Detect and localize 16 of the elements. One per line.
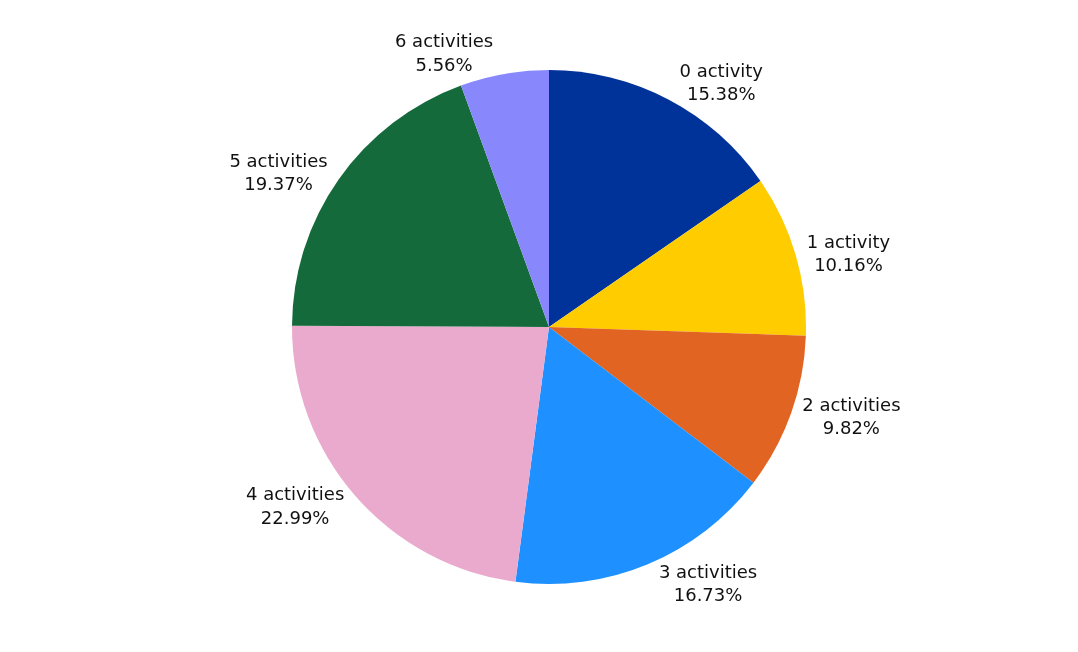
slice-label: 0 activity	[679, 59, 764, 81]
pie-slice	[549, 180, 806, 336]
data-label: 19.37%	[244, 172, 313, 194]
data-label: 9.82%	[822, 416, 880, 438]
slice-label: 5 activities	[229, 149, 328, 171]
data-label: 5.56%	[415, 53, 473, 75]
slice-label: 4 activities	[245, 483, 345, 505]
slice-label: 3 activities	[658, 560, 758, 582]
slice-label: 6 activities	[394, 30, 494, 52]
data-label: 15.38%	[686, 83, 756, 105]
data-label: 16.73%	[673, 584, 743, 606]
pie-slice	[461, 70, 549, 327]
slice-label: 1 activity	[806, 230, 891, 252]
data-label: 10.16%	[814, 254, 883, 276]
slice-label: 2 activities	[802, 393, 901, 415]
data-label: 22.99%	[260, 506, 330, 528]
